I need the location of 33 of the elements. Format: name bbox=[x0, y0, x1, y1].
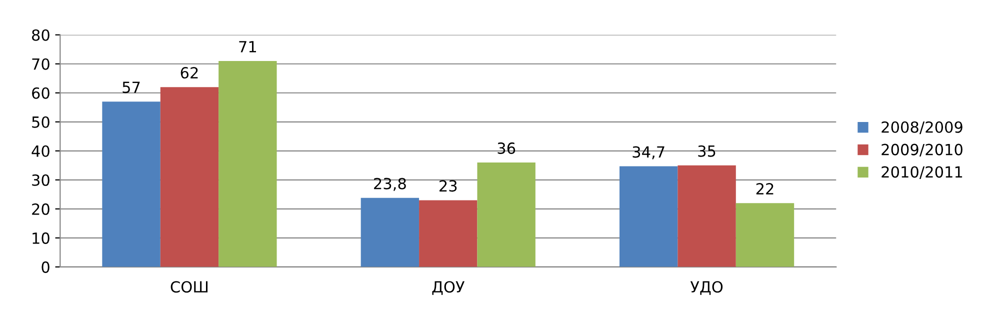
bar bbox=[360, 198, 420, 267]
y-tick-label: 70 bbox=[32, 58, 50, 70]
data-label: 35 bbox=[698, 145, 716, 157]
legend-label: 2009/2010 bbox=[882, 144, 962, 157]
y-tick-label: 40 bbox=[32, 145, 50, 157]
bar bbox=[477, 162, 536, 267]
bar bbox=[102, 102, 160, 267]
y-tick-label: 30 bbox=[32, 174, 50, 186]
y-tick-label: 0 bbox=[42, 261, 50, 273]
bar bbox=[218, 60, 277, 267]
data-label: 62 bbox=[180, 67, 198, 79]
legend-label: 2010/2011 bbox=[882, 166, 962, 179]
y-tick-label: 50 bbox=[32, 116, 50, 128]
data-label: 71 bbox=[239, 41, 256, 52]
y-tick-label: 10 bbox=[32, 232, 50, 244]
data-label: 57 bbox=[122, 82, 140, 94]
bar bbox=[419, 200, 478, 267]
legend-label: 2008/2009 bbox=[882, 121, 962, 134]
data-label: 22 bbox=[756, 183, 774, 194]
x-tick-label: УДО bbox=[690, 281, 723, 295]
y-tick-label: 60 bbox=[32, 87, 50, 99]
data-label: 23 bbox=[440, 180, 457, 192]
data-label: 23,8 bbox=[374, 178, 406, 191]
data-label: 36 bbox=[498, 142, 516, 154]
x-tick-label: СОШ bbox=[170, 281, 208, 293]
bar bbox=[620, 166, 678, 267]
y-tick-label: 20 bbox=[32, 203, 50, 215]
data-label: 34,7 bbox=[632, 146, 664, 160]
x-tick-label: ДОУ bbox=[432, 281, 465, 295]
bar bbox=[736, 203, 794, 267]
y-tick-label: 80 bbox=[32, 29, 50, 41]
bar bbox=[160, 87, 219, 267]
bar bbox=[678, 165, 736, 267]
